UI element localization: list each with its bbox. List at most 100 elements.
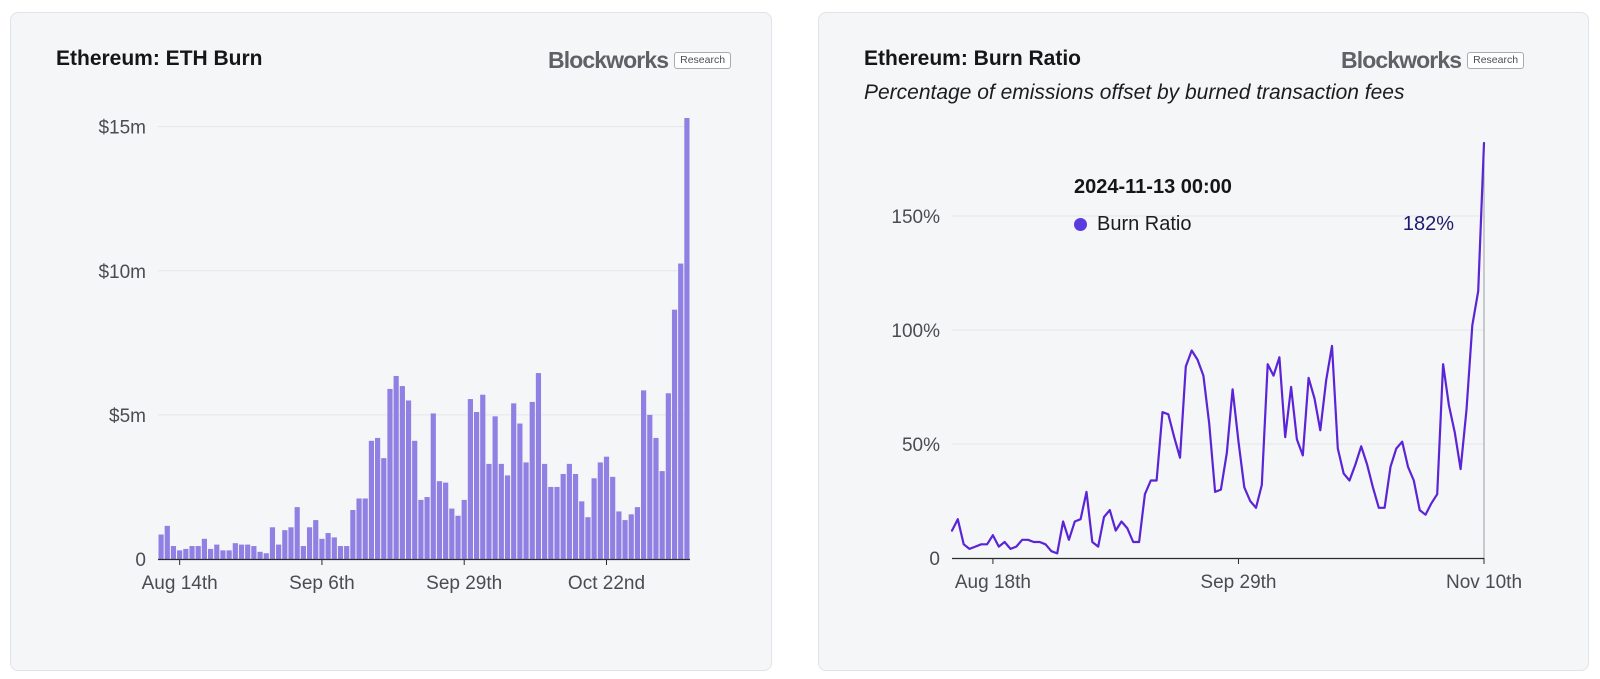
- x-tick-label: Aug 18th: [955, 572, 1031, 593]
- bar: [294, 507, 300, 559]
- bar: [461, 499, 467, 559]
- x-tick-label: Sep 29th: [1200, 572, 1276, 593]
- bar: [245, 544, 251, 559]
- bar: [331, 537, 337, 559]
- bar: [325, 533, 331, 559]
- brand-logo: Blockworks Research: [548, 47, 732, 74]
- bar: [443, 482, 449, 559]
- bar: [399, 386, 405, 559]
- bar: [232, 543, 238, 559]
- bar: [207, 548, 214, 559]
- bar: [554, 486, 560, 559]
- bar: [418, 499, 424, 559]
- bar: [659, 471, 665, 559]
- bar: [591, 478, 597, 559]
- bar: [356, 498, 362, 559]
- x-tick-label: Aug 14th: [142, 573, 218, 594]
- bar: [393, 375, 399, 559]
- brand-tag: Research: [1467, 52, 1525, 69]
- bar: [430, 413, 436, 559]
- bar: [257, 551, 263, 559]
- bar: [313, 520, 319, 559]
- bar: [350, 510, 356, 559]
- bar: [449, 508, 455, 559]
- bar: [368, 440, 375, 559]
- bar: [220, 550, 226, 559]
- bar: [603, 456, 610, 559]
- bar: [306, 527, 313, 559]
- y-tick-label: 100%: [891, 321, 940, 342]
- bar: [492, 416, 498, 559]
- y-tick-label: 50%: [902, 435, 940, 456]
- bar: [300, 546, 306, 559]
- bar: [189, 546, 195, 559]
- bar: [585, 517, 591, 559]
- brand-name: Blockworks: [1341, 47, 1462, 73]
- bar: [678, 263, 684, 559]
- eth-burn-bar-chart: 0 $5m $10m $15m Aug 14th Sep 6th Sep 29th Oct 2…: [98, 118, 690, 594]
- bar: [467, 399, 473, 559]
- burn-ratio-series-line: [950, 141, 1486, 555]
- chart-title: Ethereum: ETH Burn: [56, 47, 263, 70]
- bar: [523, 462, 529, 559]
- bar: [486, 463, 492, 559]
- burn-ratio-panel: Ethereum: Burn Ratio Percentage of emiss…: [818, 12, 1589, 671]
- bar: [282, 530, 288, 559]
- y-tick-label: 0: [135, 550, 146, 571]
- bar: [616, 511, 622, 559]
- bar: [251, 546, 257, 559]
- bar: [201, 538, 207, 559]
- bar: [684, 118, 690, 559]
- x-tick-label: Nov 10th: [1446, 572, 1522, 593]
- bar: [671, 309, 678, 559]
- bar: [288, 527, 294, 559]
- bar: [362, 498, 368, 559]
- bar: [628, 514, 634, 559]
- bar: [263, 553, 269, 559]
- bar: [480, 394, 486, 559]
- bar: [170, 546, 177, 559]
- bar: [164, 525, 170, 559]
- bar: [641, 390, 647, 559]
- bar: [597, 462, 603, 559]
- bar: [226, 550, 232, 559]
- bar: [238, 544, 245, 559]
- bar: [381, 458, 387, 559]
- tooltip-series-row: Burn Ratio 182%: [1074, 213, 1454, 236]
- bar: [387, 388, 393, 559]
- y-tick-label: $5m: [109, 406, 146, 427]
- bar: [560, 473, 566, 559]
- y-tick-label: 0: [929, 549, 940, 570]
- bar: [634, 507, 641, 559]
- y-tick-label: $10m: [98, 262, 146, 283]
- bar: [424, 497, 430, 559]
- bar: [319, 538, 325, 559]
- chart-title: Ethereum: Burn Ratio: [864, 47, 1082, 70]
- bar: [276, 544, 282, 559]
- bar: [183, 548, 189, 559]
- bar: [344, 546, 350, 559]
- bar: [653, 437, 659, 559]
- bar: [542, 463, 548, 559]
- bar: [572, 473, 579, 559]
- bar: [647, 414, 653, 559]
- bar: [511, 403, 517, 559]
- bar: [337, 546, 344, 559]
- bar: [622, 520, 628, 559]
- tooltip-series-label: Burn Ratio: [1097, 213, 1192, 235]
- bar: [517, 423, 523, 559]
- bar: [269, 527, 276, 559]
- x-tick-label: Sep 6th: [289, 573, 355, 594]
- x-tick-label: Sep 29th: [426, 573, 502, 594]
- bar: [535, 373, 542, 559]
- bar: [412, 440, 418, 559]
- eth-burn-panel: Ethereum: ETH Burn Blockworks Research 0…: [10, 12, 772, 671]
- burn-ratio-line-chart[interactable]: 0 50% 100% 150% Aug 18th Sep 29th Nov 10th: [819, 13, 1589, 671]
- series-dot-icon: [1074, 218, 1087, 231]
- bar: [405, 400, 412, 559]
- tooltip-datetime: 2024-11-13 00:00: [1074, 176, 1232, 198]
- chart-subtitle: Percentage of emissions offset by burned…: [864, 81, 1405, 104]
- brand-tag: Research: [674, 52, 732, 69]
- brand-name: Blockworks: [548, 47, 669, 73]
- y-tick-label: 150%: [891, 207, 940, 228]
